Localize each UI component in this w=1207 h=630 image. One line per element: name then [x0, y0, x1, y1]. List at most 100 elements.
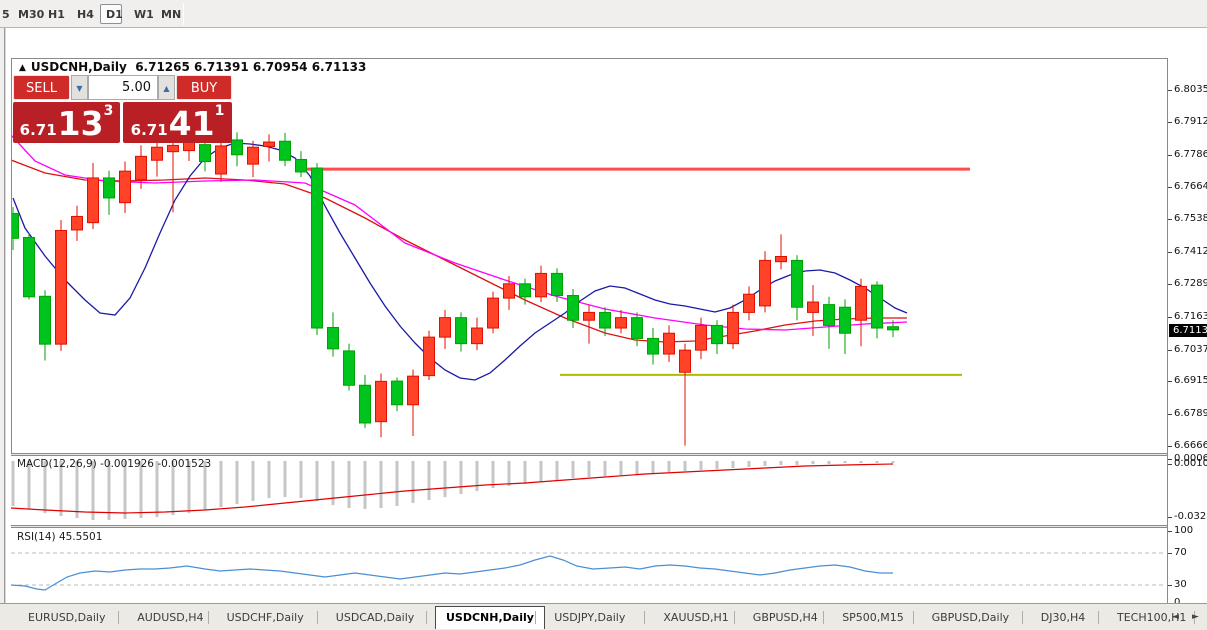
- price-label: 6.69150: [1174, 375, 1207, 386]
- candle: [551, 268, 563, 303]
- chart-window: ▲ USDCNH,Daily 6.71265 6.71391 6.70954 6.…: [0, 28, 1207, 629]
- price-axis[interactable]: 6.80350 6.79125 6.77865 6.76640 6.75380 6.741…: [1168, 56, 1207, 628]
- price-label: 6.71635: [1174, 311, 1207, 322]
- candle: [663, 325, 675, 362]
- macd-pane[interactable]: [11, 456, 1168, 525]
- current-price-tag: 6.71133: [1169, 324, 1207, 337]
- tab-usdcnh-daily[interactable]: USDCNH,Daily: [435, 606, 545, 629]
- tab-separator: [426, 611, 427, 624]
- candle: [71, 205, 83, 241]
- tab-dj30-h4[interactable]: DJ30,H4: [1040, 611, 1086, 624]
- price-tick: [1168, 90, 1172, 91]
- price-label: 6.77865: [1174, 149, 1207, 160]
- buy-price-box[interactable]: 6.71 41 1: [123, 102, 232, 143]
- rsi-line: [11, 555, 893, 591]
- sell-price-pips: 13: [57, 104, 104, 143]
- buy-price-base: 6.71: [130, 121, 168, 139]
- chart-symbol: USDCNH,Daily: [30, 60, 127, 74]
- price-label: 6.74120: [1174, 246, 1207, 257]
- tab-separator: [118, 611, 120, 624]
- price-label: 6.75380: [1174, 213, 1207, 224]
- timeframe-button-h4[interactable]: H4: [77, 8, 94, 21]
- tab-separator: [644, 611, 646, 624]
- buy-button[interactable]: BUY: [176, 75, 232, 100]
- collapse-panel-icon[interactable]: ▲: [19, 63, 26, 73]
- tab-eurusd-daily[interactable]: EURUSD,Daily: [28, 611, 106, 624]
- candle: [775, 234, 787, 270]
- candle: [727, 304, 739, 349]
- rsi-axis-label: 30: [1174, 579, 1187, 590]
- price-label: 6.79125: [1174, 116, 1207, 127]
- tab-separator: [912, 611, 914, 624]
- tabs-scroll-left-icon[interactable]: ◄: [1172, 612, 1179, 622]
- price-tick: [1168, 414, 1172, 415]
- candle: [423, 330, 435, 381]
- candle: [471, 317, 483, 351]
- trade-panel-top-row: SELL ▼ ▲ BUY: [13, 75, 232, 101]
- price-label: 6.76640: [1174, 181, 1207, 192]
- macd-splitter[interactable]: [11, 453, 1168, 456]
- buy-price-pips: 41: [168, 104, 215, 143]
- macd-axis-label: -0.03279: [1174, 511, 1207, 522]
- candle: [199, 137, 211, 172]
- timeframe-button-w1[interactable]: W1: [134, 8, 154, 21]
- tab-ukc[interactable]: UKC: [1203, 607, 1207, 628]
- candle: [55, 220, 67, 351]
- timeframe-button-5[interactable]: 5: [2, 8, 10, 21]
- price-tick: [1168, 446, 1172, 447]
- candle: [263, 134, 275, 162]
- candle: [791, 255, 803, 321]
- candle: [439, 309, 451, 349]
- macd-signal-line: [11, 463, 894, 514]
- rsi-axis-label: 70: [1174, 547, 1187, 558]
- timeframe-toolbar: 5 M30 H1 H4 D1 W1 MN: [0, 0, 1207, 28]
- rsi-label: RSI(14) 45.5501: [17, 531, 103, 543]
- candle: [407, 369, 419, 436]
- candle: [11, 207, 19, 250]
- volume-input[interactable]: [88, 75, 158, 100]
- tab-tech100-h1[interactable]: TECH100,H1: [1117, 611, 1187, 624]
- chart-tab-bar: EURUSD,Daily AUDUSD,H4 USDCHF,Daily USDCAD,…: [0, 603, 1207, 630]
- tab-usdchf-daily[interactable]: USDCHF,Daily: [226, 611, 304, 624]
- tab-usdjpy-daily[interactable]: USDJPY,Daily: [554, 611, 626, 624]
- rsi-tick: [1168, 585, 1172, 586]
- candle: [455, 312, 467, 352]
- candle: [359, 374, 371, 429]
- timeframe-button-mn[interactable]: MN: [161, 8, 182, 21]
- candle: [567, 289, 579, 329]
- timeframe-button-m30[interactable]: M30: [18, 8, 45, 21]
- price-tick: [1168, 155, 1172, 156]
- macd-axis-label: 0.001072: [1174, 458, 1207, 469]
- volume-increase-button[interactable]: ▲: [158, 75, 175, 100]
- candle: [103, 170, 115, 215]
- candle: [647, 328, 659, 365]
- candle: [279, 132, 291, 167]
- tab-audusd-h4[interactable]: AUDUSD,H4: [137, 611, 204, 624]
- tab-sp500-m15[interactable]: SP500,M15: [842, 611, 904, 624]
- tab-gbpusd-daily[interactable]: GBPUSD,Daily: [931, 611, 1010, 624]
- price-tick: [1168, 317, 1172, 318]
- sell-price-box[interactable]: 6.71 13 3: [13, 102, 120, 143]
- candle: [759, 251, 771, 313]
- candle: [311, 163, 323, 336]
- sell-button[interactable]: SELL: [13, 75, 70, 100]
- sell-price-base: 6.71: [19, 121, 57, 139]
- rsi-splitter[interactable]: [11, 525, 1168, 528]
- candle: [679, 343, 691, 446]
- tab-separator: [1098, 611, 1099, 624]
- tab-gbpusd-h4[interactable]: GBPUSD,H4: [752, 611, 818, 624]
- candle: [695, 317, 707, 360]
- tab-separator: [823, 611, 825, 624]
- tab-xauusd-h1[interactable]: XAUUSD,H1: [663, 611, 729, 624]
- rsi-tick: [1168, 553, 1172, 554]
- tab-usdcad-daily[interactable]: USDCAD,Daily: [335, 611, 415, 624]
- axis-separator: [1167, 58, 1168, 628]
- tabs-scroll-right-icon[interactable]: ►: [1192, 612, 1199, 622]
- volume-decrease-button[interactable]: ▼: [71, 75, 88, 100]
- candle: [487, 291, 499, 334]
- timeframe-button-h1[interactable]: H1: [48, 8, 65, 21]
- rsi-pane[interactable]: [11, 528, 1168, 605]
- price-tick: [1168, 381, 1172, 382]
- candle: [503, 275, 515, 310]
- timeframe-button-d1[interactable]: D1: [100, 4, 123, 24]
